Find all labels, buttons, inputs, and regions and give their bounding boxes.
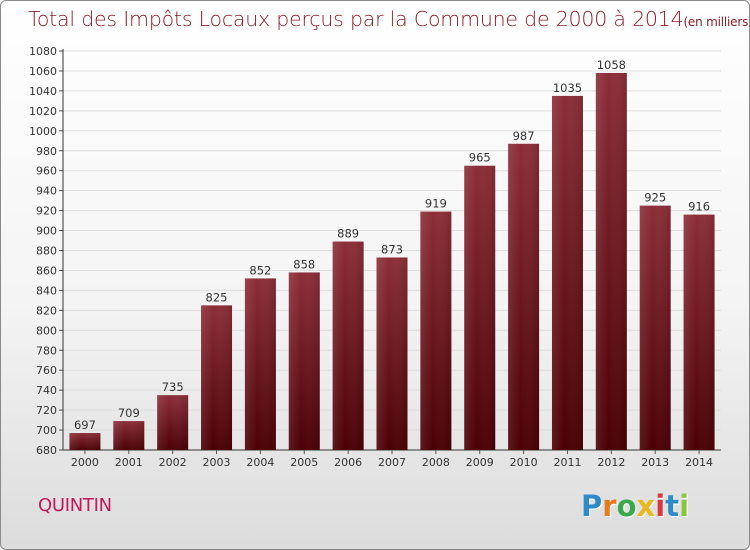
bar-shine-2002 (157, 395, 189, 450)
y-tick-labels: 680 700 720 740 760 780 800 820 840 860 880 900 920 9… (29, 45, 57, 457)
value-label-2001: 709 (118, 406, 140, 420)
y-tick-label-880: 880 (36, 245, 57, 258)
y-tick-label-1060: 1060 (29, 65, 57, 78)
bar-shine-2012 (595, 72, 627, 450)
bar-shine-2003 (201, 305, 233, 450)
logo-letter: t (665, 489, 680, 523)
y-tick-label-1000: 1000 (29, 125, 57, 138)
bar-shine-2014 (683, 214, 715, 450)
value-label-2009: 965 (469, 151, 491, 165)
x-tick-label-2013: 2013 (641, 456, 669, 469)
value-label-2000: 697 (74, 418, 96, 432)
value-label-2014: 916 (688, 200, 710, 214)
x-tick-label-2014: 2014 (685, 456, 713, 469)
y-tick-label-1040: 1040 (29, 85, 57, 98)
logo-letter: i (679, 489, 690, 523)
x-tick-label-2009: 2009 (466, 456, 494, 469)
logo-letter: i (655, 489, 666, 523)
bar-group-2011 (551, 95, 583, 450)
bar-group-2000 (69, 433, 101, 450)
bar-group-2013 (639, 205, 671, 450)
bar-group-2014 (683, 214, 715, 450)
y-tick-label-980: 980 (36, 145, 57, 158)
bar-shine-2013 (639, 205, 671, 450)
value-label-2010: 987 (513, 129, 535, 143)
bar-shine-2004 (244, 278, 276, 450)
x-tick-label-2003: 2003 (203, 456, 231, 469)
bar-shine-2005 (288, 272, 320, 450)
chart-title-text: Total des Impôts Locaux perçus par la Co… (28, 7, 684, 31)
value-label-2011: 1035 (553, 81, 582, 95)
y-tick-label-680: 680 (36, 444, 57, 457)
bar-shine-2009 (464, 165, 496, 450)
y-tick-label-960: 960 (36, 165, 57, 178)
y-tick-label-800: 800 (36, 324, 57, 337)
bar-shine-2006 (332, 241, 364, 450)
bar-group-2010 (508, 143, 540, 450)
bar-group-2006 (332, 241, 364, 450)
value-label-2012: 1058 (597, 58, 626, 72)
bar-group-2005 (288, 272, 320, 450)
x-tick-label-2011: 2011 (553, 456, 581, 469)
bar-group-2007 (376, 257, 408, 450)
value-label-2013: 925 (644, 191, 666, 205)
bar-shine-2001 (113, 421, 145, 450)
x-tick-labels: 2000 2001 2002 2003 2004 2005 2006 2007 2008 2009… (71, 450, 713, 469)
bar-shine-2010 (508, 143, 540, 450)
bar-group-2012 (595, 72, 627, 450)
x-tick-label-2002: 2002 (159, 456, 187, 469)
chart-unit-label: (en milliers d'€) (683, 15, 749, 29)
value-label-2002: 735 (162, 380, 184, 394)
value-label-2004: 852 (249, 263, 271, 277)
bar-group-2008 (420, 211, 452, 450)
y-tick-label-760: 760 (36, 364, 57, 377)
value-label-2005: 858 (293, 257, 315, 271)
x-tick-label-2007: 2007 (378, 456, 406, 469)
x-tick-label-2001: 2001 (115, 456, 143, 469)
x-tick-label-2008: 2008 (422, 456, 450, 469)
x-tick-label-2004: 2004 (246, 456, 274, 469)
x-tick-label-2010: 2010 (510, 456, 538, 469)
y-tick-label-920: 920 (36, 205, 57, 218)
chart-title: Total des Impôts Locaux perçus par la Co… (28, 7, 749, 31)
y-tick-label-840: 840 (36, 284, 57, 297)
bar-shine-2011 (551, 95, 583, 450)
bar-group-2003 (201, 305, 233, 450)
x-tick-label-2000: 2000 (71, 456, 99, 469)
value-label-2006: 889 (337, 227, 359, 241)
logo-letter: P (581, 489, 603, 523)
y-tick-label-820: 820 (36, 304, 57, 317)
bar-shine-2000 (69, 433, 101, 450)
y-tick-label-700: 700 (36, 424, 57, 437)
bar-shine-2007 (376, 257, 408, 450)
y-tick-label-780: 780 (36, 344, 57, 357)
y-tick-label-940: 940 (36, 185, 57, 198)
bar-group-2002 (157, 395, 189, 450)
value-labels: 697 709 735 825 852 858 889 873 919 965 987 1035 105… (74, 58, 710, 432)
bar-group-2004 (244, 278, 276, 450)
bar-group-2009 (464, 165, 496, 450)
commune-name: QUINTIN (38, 495, 112, 516)
bar-group-2001 (113, 421, 145, 450)
y-tick-label-900: 900 (36, 225, 57, 238)
value-label-2003: 825 (206, 290, 228, 304)
bar-shine-2008 (420, 211, 452, 450)
value-label-2008: 919 (425, 197, 447, 211)
x-tick-label-2006: 2006 (334, 456, 362, 469)
logo-letter: o (616, 489, 637, 523)
logo-letter: x (636, 489, 656, 523)
y-tick-label-740: 740 (36, 384, 57, 397)
y-tick-label-860: 860 (36, 264, 57, 277)
y-tick-label-720: 720 (36, 404, 57, 417)
x-tick-label-2012: 2012 (597, 456, 625, 469)
y-tick-label-1080: 1080 (29, 45, 57, 58)
logo-letter: r (602, 489, 617, 523)
x-tick-label-2005: 2005 (290, 456, 318, 469)
value-label-2007: 873 (381, 242, 403, 256)
proxiti-logo: Proxiti (581, 489, 689, 523)
bars (69, 72, 715, 450)
y-tick-label-1020: 1020 (29, 105, 57, 118)
